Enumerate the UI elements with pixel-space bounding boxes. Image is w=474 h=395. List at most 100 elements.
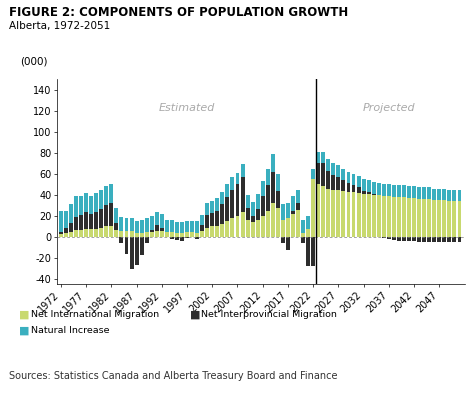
Bar — [311, 237, 315, 267]
Bar — [412, 198, 416, 237]
Bar — [69, 204, 73, 223]
Bar — [453, 201, 456, 237]
Bar — [427, 237, 431, 242]
Bar — [362, 191, 365, 194]
Bar — [89, 214, 93, 229]
Bar — [422, 199, 426, 237]
Bar — [236, 173, 239, 184]
Bar — [271, 172, 275, 203]
Bar — [397, 185, 401, 197]
Text: Estimated: Estimated — [159, 103, 215, 113]
Bar — [377, 195, 381, 237]
Bar — [246, 195, 249, 207]
Bar — [200, 215, 204, 226]
Bar — [210, 213, 214, 226]
Bar — [352, 174, 356, 185]
Bar — [417, 199, 421, 237]
Bar — [69, 232, 73, 237]
Bar — [372, 182, 376, 194]
Bar — [215, 211, 219, 226]
Bar — [246, 207, 249, 220]
Bar — [397, 197, 401, 237]
Bar — [155, 212, 159, 226]
Bar — [195, 237, 199, 239]
Bar — [84, 193, 88, 212]
Bar — [331, 163, 335, 175]
Bar — [74, 196, 78, 217]
Bar — [195, 221, 199, 233]
Bar — [422, 188, 426, 199]
Bar — [341, 180, 346, 191]
Bar — [417, 188, 421, 199]
Bar — [341, 191, 346, 237]
Bar — [276, 174, 280, 191]
Bar — [261, 216, 264, 237]
Bar — [64, 228, 68, 233]
Bar — [271, 154, 275, 172]
Bar — [447, 190, 451, 201]
Bar — [447, 237, 451, 242]
Bar — [447, 201, 451, 237]
Bar — [321, 186, 325, 237]
Bar — [190, 221, 194, 232]
Bar — [352, 192, 356, 237]
Bar — [241, 212, 245, 237]
Bar — [321, 152, 325, 163]
Bar — [125, 218, 128, 231]
Bar — [84, 212, 88, 229]
Bar — [100, 190, 103, 209]
Bar — [457, 190, 462, 201]
Text: Alberta, 1972-2051: Alberta, 1972-2051 — [9, 21, 111, 30]
Bar — [412, 237, 416, 241]
Bar — [59, 232, 63, 234]
Bar — [155, 226, 159, 231]
Bar — [352, 185, 356, 192]
Bar — [114, 223, 118, 229]
Bar — [291, 214, 295, 237]
Bar — [261, 181, 264, 196]
Bar — [129, 231, 134, 237]
Bar — [104, 186, 108, 205]
Bar — [301, 220, 305, 233]
Bar — [251, 222, 255, 237]
Bar — [180, 237, 184, 241]
Bar — [286, 237, 290, 250]
Bar — [210, 226, 214, 237]
Bar — [74, 217, 78, 229]
Bar — [296, 203, 300, 210]
Bar — [59, 234, 63, 237]
Bar — [109, 226, 113, 237]
Bar — [69, 223, 73, 232]
Bar — [281, 220, 285, 237]
Bar — [442, 188, 447, 200]
Bar — [382, 184, 386, 196]
Bar — [200, 231, 204, 237]
Bar — [326, 188, 330, 237]
Bar — [407, 237, 411, 241]
Bar — [407, 198, 411, 237]
Text: FIGURE 2: COMPONENTS OF POPULATION GROWTH: FIGURE 2: COMPONENTS OF POPULATION GROWT… — [9, 6, 349, 19]
Bar — [129, 237, 134, 269]
Bar — [407, 186, 411, 198]
Bar — [337, 177, 340, 190]
Bar — [135, 233, 138, 237]
Bar — [89, 196, 93, 214]
Bar — [129, 218, 134, 231]
Bar — [155, 231, 159, 237]
Bar — [94, 229, 98, 237]
Bar — [397, 237, 401, 241]
Bar — [301, 237, 305, 243]
Bar — [306, 229, 310, 237]
Bar — [160, 231, 164, 237]
Bar — [341, 169, 346, 180]
Bar — [251, 216, 255, 222]
Bar — [311, 179, 315, 237]
Bar — [84, 229, 88, 237]
Bar — [331, 190, 335, 237]
Bar — [170, 220, 174, 232]
Bar — [377, 183, 381, 195]
Bar — [220, 224, 224, 237]
Bar — [286, 218, 290, 237]
Bar — [205, 228, 209, 237]
Bar — [255, 194, 260, 209]
